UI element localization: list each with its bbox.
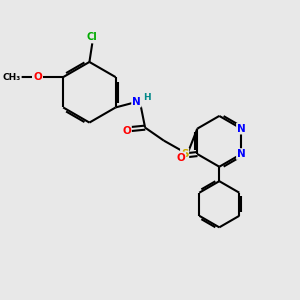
Text: Cl: Cl — [87, 32, 98, 42]
Text: O: O — [176, 152, 185, 163]
Text: N: N — [132, 97, 141, 107]
Text: S: S — [181, 148, 188, 159]
Text: N: N — [237, 149, 246, 159]
Text: O: O — [33, 72, 42, 82]
Text: CH₃: CH₃ — [3, 73, 21, 82]
Text: H: H — [144, 93, 151, 102]
Text: N: N — [237, 124, 246, 134]
Text: O: O — [122, 126, 131, 136]
